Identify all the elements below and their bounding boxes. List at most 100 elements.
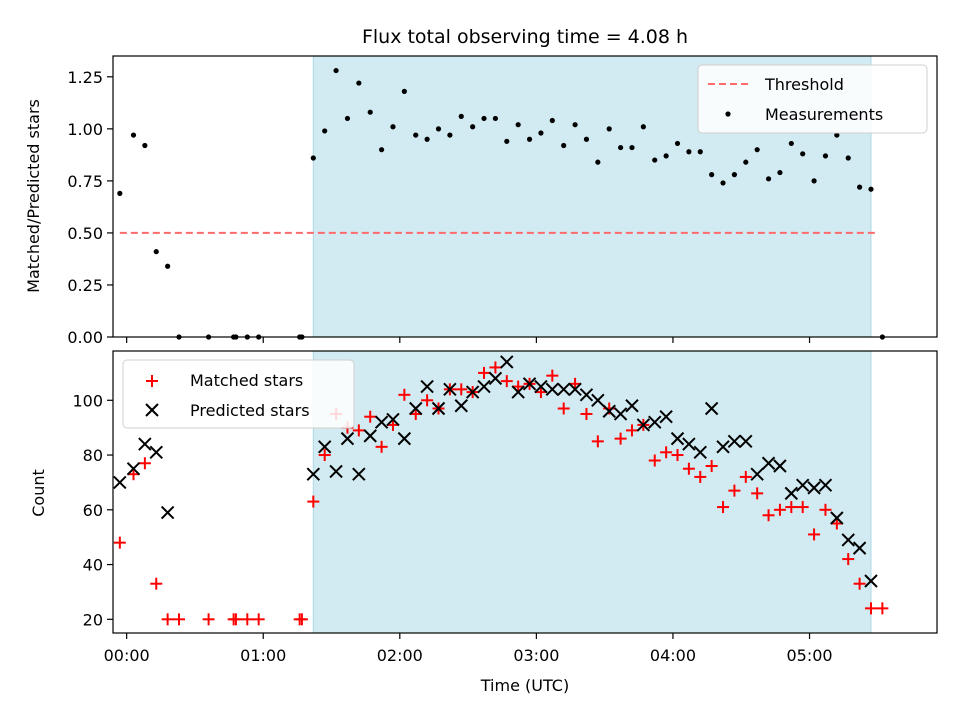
predicted-star-marker: [739, 434, 753, 449]
matched-star-marker: [352, 424, 365, 437]
predicted-star-marker: [556, 382, 571, 397]
matched-legend-label: Matched stars: [190, 371, 303, 390]
matched-star-marker: [512, 380, 525, 393]
matched-star-marker: [773, 503, 786, 516]
x-tick-label: 05:00: [786, 646, 832, 665]
matched-star-marker: [241, 613, 254, 626]
measurement-point: [470, 124, 476, 130]
matched-star-marker: [580, 407, 593, 420]
predicted-star-marker: [670, 431, 685, 446]
matched-star-marker: [421, 394, 434, 407]
predicted-star-marker: [602, 404, 616, 418]
predicted-star-marker: [306, 467, 321, 481]
predicted-star-marker: [852, 541, 867, 555]
predicted-star-marker: [363, 429, 377, 443]
count-legend: Matched stars Predicted stars: [122, 359, 355, 429]
measurement-point: [868, 186, 874, 192]
ratio-y-tick-label: 0.25: [67, 276, 103, 295]
ratio-panel: 0.00 0.25 0.50 0.75 1.00 1.25 Matched/Predict…: [24, 55, 938, 347]
matched-star-marker: [138, 457, 151, 470]
predicted-star-marker: [443, 382, 457, 397]
matched-star-marker: [739, 470, 752, 483]
matched-star-marker: [830, 517, 843, 530]
predicted-star-marker: [340, 431, 355, 446]
ratio-panel-frame: [112, 55, 938, 338]
measurement-point: [515, 122, 521, 128]
measurement-point: [333, 67, 339, 74]
measurement-point: [822, 153, 829, 159]
matched-star-marker: [591, 435, 604, 448]
measurement-point: [435, 126, 442, 132]
measurements-legend-label: Measurements: [765, 105, 883, 124]
measurement-point: [606, 126, 612, 132]
predicted-star-marker: [693, 445, 707, 460]
measurement-point: [674, 140, 681, 147]
measurement-point: [857, 184, 863, 190]
matched-star-marker: [569, 377, 582, 390]
measurement-point: [424, 136, 430, 142]
predicted-star-marker: [830, 511, 844, 525]
matched-star-marker: [113, 536, 126, 549]
measurement-point: [504, 138, 510, 144]
matched-star-marker: [614, 432, 627, 445]
measurement-point: [356, 80, 362, 86]
measurement-point: [572, 122, 578, 128]
predicted-star-marker: [807, 481, 821, 495]
predicted-star-marker: [761, 456, 776, 470]
predicted-star-marker: [613, 407, 628, 421]
measurement-point: [413, 132, 419, 138]
predicted-star-marker: [648, 415, 662, 429]
predicted-star-marker: [374, 415, 389, 429]
measurement-point: [845, 155, 851, 161]
measurement-point: [526, 136, 533, 142]
predicted-star-marker: [397, 431, 412, 446]
measurement-point: [344, 115, 351, 122]
predicted-star-marker: [727, 434, 742, 449]
predicted-legend-label: Predicted stars: [190, 401, 310, 420]
matched-star-marker: [398, 388, 411, 401]
predicted-legend-swatch: [145, 403, 159, 417]
measurement-point: [663, 153, 669, 159]
predicted-star-marker: [511, 385, 525, 399]
matched-star-marker: [386, 418, 399, 431]
measurement-point: [401, 88, 407, 94]
count-y-tick-label: 20: [83, 610, 103, 629]
count-y-label: Count: [29, 469, 48, 517]
count-y-ticks: 20 40 60 80 100: [72, 391, 113, 629]
predicted-star-marker: [636, 418, 651, 432]
count-legend-box: [122, 359, 355, 429]
predicted-star-marker: [682, 437, 696, 451]
measurement-point: [481, 115, 487, 122]
ratio-y-tick-label: 1.25: [67, 68, 103, 87]
ratio-y-tick-label: 0.75: [67, 172, 103, 191]
matched-star-marker: [796, 501, 809, 514]
x-tick-label: 02:00: [377, 646, 423, 665]
matched-star-marker: [853, 577, 866, 590]
predicted-star-marker: [568, 382, 582, 397]
matched-star-marker: [252, 613, 265, 626]
matched-star-marker: [161, 613, 174, 626]
x-tick-label: 03:00: [513, 646, 559, 665]
predicted-star-marker: [522, 377, 537, 391]
measurement-point: [538, 130, 544, 136]
predicted-star-marker: [138, 437, 152, 451]
matched-star-marker: [694, 470, 707, 483]
matched-star-marker: [546, 369, 559, 382]
matched-star-marker: [808, 528, 821, 541]
matched-star-marker: [202, 613, 215, 626]
matched-legend-swatch: [146, 375, 158, 387]
ratio-y-tick-label: 0.00: [67, 328, 103, 347]
predicted-star-marker: [750, 467, 764, 481]
count-y-tick-label: 40: [83, 556, 103, 575]
predicted-star-marker: [160, 505, 175, 520]
predicted-star-marker: [659, 410, 673, 424]
matched-star-marker: [717, 501, 730, 514]
measurement-point: [549, 117, 555, 124]
matched-star-marker: [478, 366, 491, 379]
measurement-points: [117, 67, 885, 340]
predicted-star-marker: [329, 464, 343, 479]
measurement-point: [788, 140, 794, 147]
matched-star-marker: [150, 577, 163, 590]
predicted-star-marker: [477, 379, 491, 394]
